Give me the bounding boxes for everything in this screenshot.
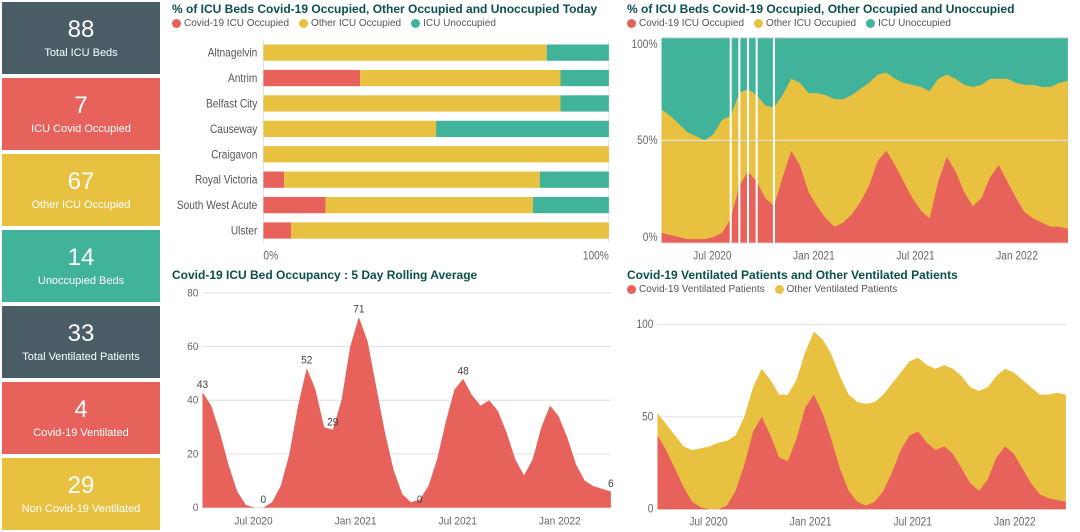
svg-text:50%: 50%: [637, 134, 658, 147]
legend-item: Covid-19 ICU Occupied: [627, 18, 744, 29]
chart-ventilated-panel: Covid-19 Ventilated Patients and Other V…: [627, 268, 1074, 530]
kpi-label: Other ICU Occupied: [31, 199, 130, 211]
kpi-value: 33: [68, 321, 95, 347]
svg-text:48: 48: [458, 365, 469, 378]
svg-text:Antrim: Antrim: [228, 73, 257, 86]
kpi-label: Covid-19 Ventilated: [33, 427, 128, 439]
svg-text:Jul 2021: Jul 2021: [894, 516, 932, 529]
kpi-label: Unoccupied Beds: [38, 275, 124, 287]
svg-text:Jul 2020: Jul 2020: [689, 516, 727, 529]
svg-text:100%: 100%: [632, 38, 658, 51]
kpi-label: Non Covid-19 Ventilated: [22, 503, 141, 515]
kpi-value: 4: [74, 397, 87, 423]
kpi-value: 88: [68, 17, 95, 43]
svg-text:Royal Victoria: Royal Victoria: [195, 174, 258, 187]
kpi-card-0: 88 Total ICU Beds: [2, 2, 160, 74]
kpi-value: 29: [68, 473, 95, 499]
chart-ventilated-title: Covid-19 Ventilated Patients and Other V…: [627, 268, 1074, 282]
kpi-card-2: 67 Other ICU Occupied: [2, 154, 160, 226]
chart-stacked-panel: % of ICU Beds Covid-19 Occupied, Other O…: [627, 2, 1074, 264]
kpi-card-6: 29 Non Covid-19 Ventilated: [2, 458, 160, 530]
svg-text:Jan 2021: Jan 2021: [790, 516, 832, 529]
legend-item: ICU Unoccupied: [411, 18, 496, 29]
svg-text:Craigavon: Craigavon: [211, 149, 257, 162]
kpi-card-3: 14 Unoccupied Beds: [2, 230, 160, 302]
svg-text:6: 6: [608, 478, 614, 491]
dashboard-root: 88 Total ICU Beds 7 ICU Covid Occupied 67 Oth…: [0, 0, 1080, 532]
chart-rolling-panel: Covid-19 ICU Bed Occupancy : 5 Day Rolli…: [172, 268, 619, 530]
svg-text:40: 40: [187, 394, 198, 407]
svg-text:Causeway: Causeway: [210, 123, 258, 136]
legend-item: ICU Unoccupied: [866, 18, 951, 29]
svg-text:Jan 2021: Jan 2021: [793, 250, 835, 263]
kpi-value: 67: [68, 169, 95, 195]
svg-text:60: 60: [187, 341, 198, 354]
chart-hbars-title: % of ICU Beds Covid-19 Occupied, Other O…: [172, 2, 619, 16]
svg-text:Jul 2020: Jul 2020: [234, 515, 272, 528]
kpi-sidebar: 88 Total ICU Beds 7 ICU Covid Occupied 67 Oth…: [0, 0, 162, 532]
svg-text:Jul 2021: Jul 2021: [896, 250, 934, 263]
svg-text:29: 29: [327, 416, 338, 429]
kpi-label: ICU Covid Occupied: [31, 123, 131, 135]
chart-hbars-body: 0% 100% Altnagelvin Antrim Belfast City Cause…: [172, 33, 619, 264]
svg-text:100%: 100%: [583, 250, 609, 263]
chart-rolling-title: Covid-19 ICU Bed Occupancy : 5 Day Rolli…: [172, 268, 619, 282]
kpi-value: 14: [68, 245, 95, 271]
legend-item: Other ICU Occupied: [754, 18, 856, 29]
svg-text:0: 0: [417, 494, 423, 507]
svg-text:Jan 2021: Jan 2021: [335, 515, 377, 528]
svg-text:0: 0: [260, 494, 266, 507]
svg-text:Jul 2021: Jul 2021: [439, 515, 477, 528]
kpi-label: Total Ventilated Patients: [22, 351, 139, 363]
svg-text:20: 20: [187, 448, 198, 461]
chart-ventilated-body: 0 50 100 Jul 2020 Jan 2021 Jul 2021 Jan 2022: [627, 299, 1074, 530]
chart-rolling-body: 020406080Jul 2020Jan 2021Jul 2021Jan 202…: [172, 284, 619, 530]
charts-grid: % of ICU Beds Covid-19 Occupied, Other O…: [162, 0, 1080, 532]
legend-item: Other Ventilated Patients: [775, 284, 898, 295]
chart-hbars-legend: Covid-19 ICU Occupied Other ICU Occupied I…: [172, 18, 619, 29]
svg-text:50: 50: [642, 411, 653, 424]
legend-item: Covid-19 Ventilated Patients: [627, 284, 765, 295]
svg-text:Jul 2020: Jul 2020: [693, 250, 731, 263]
svg-text:0%: 0%: [263, 250, 278, 263]
kpi-card-5: 4 Covid-19 Ventilated: [2, 382, 160, 454]
kpi-value: 7: [74, 93, 87, 119]
svg-text:Jan 2022: Jan 2022: [994, 516, 1036, 529]
svg-text:Jan 2022: Jan 2022: [539, 515, 581, 528]
svg-text:Belfast City: Belfast City: [206, 98, 258, 111]
svg-text:80: 80: [187, 287, 198, 300]
svg-text:0: 0: [193, 502, 199, 515]
chart-hbars-panel: % of ICU Beds Covid-19 Occupied, Other O…: [172, 2, 619, 264]
chart-stacked-body: 0% 50% 100% Jul 2020 Jan 2021 Jul 2021 Jan 202…: [627, 33, 1074, 264]
kpi-label: Total ICU Beds: [44, 47, 117, 59]
legend-item: Covid-19 ICU Occupied: [172, 18, 289, 29]
kpi-card-4: 33 Total Ventilated Patients: [2, 306, 160, 378]
chart-stacked-legend: Covid-19 ICU Occupied Other ICU Occupied I…: [627, 18, 1074, 29]
chart-ventilated-legend: Covid-19 Ventilated Patients Other Ventil…: [627, 284, 1074, 295]
svg-text:Ulster: Ulster: [231, 225, 258, 238]
svg-text:South West Acute: South West Acute: [177, 200, 257, 213]
svg-text:0: 0: [648, 503, 654, 516]
svg-text:Jan 2022: Jan 2022: [996, 250, 1038, 263]
svg-text:52: 52: [301, 354, 312, 367]
svg-text:Altnagelvin: Altnagelvin: [208, 47, 258, 60]
legend-item: Other ICU Occupied: [299, 18, 401, 29]
svg-text:100: 100: [636, 318, 653, 331]
svg-text:43: 43: [197, 378, 208, 391]
chart-stacked-title: % of ICU Beds Covid-19 Occupied, Other O…: [627, 2, 1074, 16]
svg-text:71: 71: [353, 303, 364, 316]
kpi-card-1: 7 ICU Covid Occupied: [2, 78, 160, 150]
svg-text:0%: 0%: [643, 231, 658, 244]
